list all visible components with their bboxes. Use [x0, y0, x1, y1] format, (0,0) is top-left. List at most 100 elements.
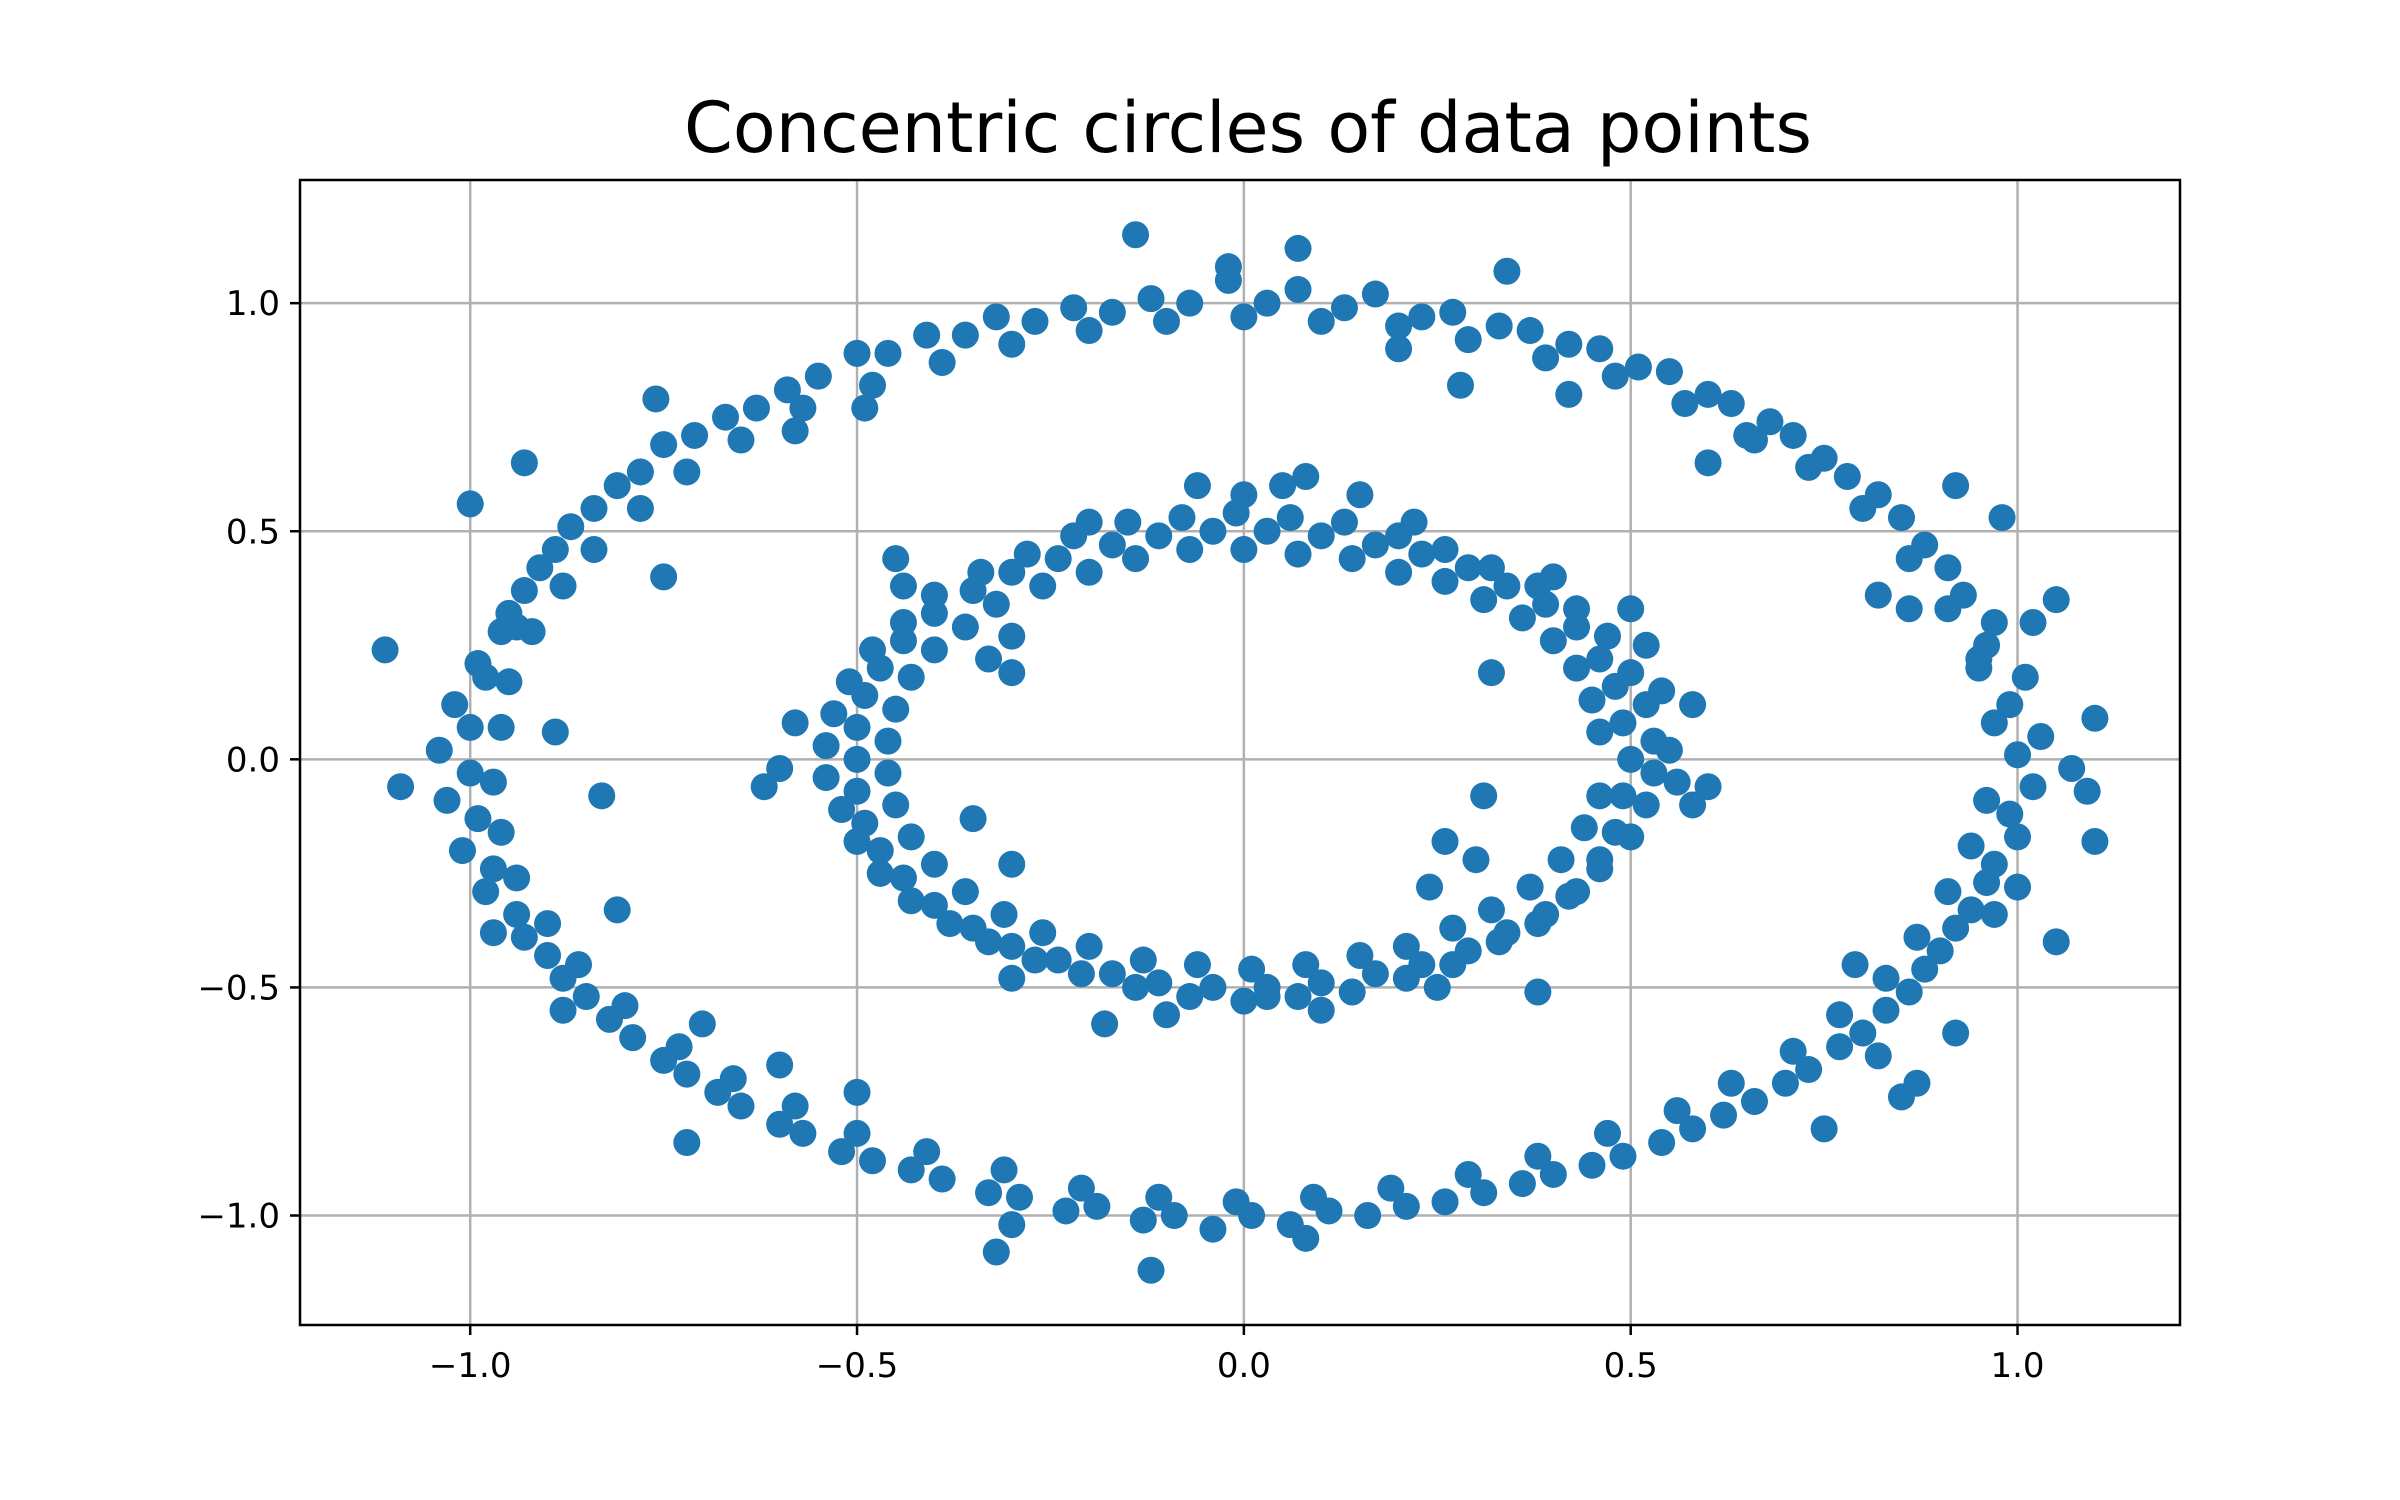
- data-point: [1679, 791, 1707, 819]
- data-point: [913, 1138, 941, 1166]
- data-point: [1578, 686, 1606, 714]
- data-point: [673, 458, 701, 486]
- data-point: [1446, 371, 1474, 399]
- data-point: [1214, 253, 1242, 281]
- data-point: [1771, 1069, 1799, 1097]
- data-point: [1137, 285, 1165, 313]
- data-point: [456, 713, 484, 741]
- data-point: [928, 1165, 956, 1193]
- data-point: [1091, 1010, 1119, 1038]
- data-point: [2019, 773, 2047, 801]
- data-point: [441, 691, 469, 719]
- data-point: [843, 339, 871, 367]
- data-point: [487, 818, 515, 846]
- data-point: [1493, 572, 1521, 600]
- data-point: [1176, 289, 1204, 317]
- data-point: [1717, 1069, 1745, 1097]
- data-point: [1980, 900, 2008, 928]
- data-point: [920, 891, 948, 919]
- data-point: [565, 951, 593, 979]
- data-point: [1887, 1083, 1915, 1111]
- data-point: [998, 1211, 1026, 1239]
- data-point: [541, 536, 569, 564]
- data-point: [1973, 786, 2001, 814]
- data-point: [1423, 973, 1451, 1001]
- data-point: [1524, 1142, 1552, 1170]
- x-tick-label: −0.5: [816, 1346, 899, 1386]
- data-point: [580, 494, 608, 522]
- data-point: [959, 805, 987, 833]
- data-point: [1903, 923, 1931, 951]
- data-point: [998, 622, 1026, 650]
- data-point: [712, 403, 740, 431]
- data-point: [998, 558, 1026, 586]
- data-point: [1477, 554, 1505, 582]
- data-point: [1477, 659, 1505, 687]
- data-point: [2042, 586, 2070, 614]
- data-point: [1454, 326, 1482, 354]
- data-point: [1593, 1119, 1621, 1147]
- data-point: [1330, 294, 1358, 322]
- data-point: [603, 896, 631, 924]
- data-point: [1083, 1192, 1111, 1220]
- data-point: [951, 878, 979, 906]
- data-point: [1516, 317, 1544, 345]
- data-point: [2004, 741, 2032, 769]
- data-point: [1160, 1202, 1188, 1230]
- data-point: [719, 1065, 747, 1093]
- data-point: [479, 855, 507, 883]
- data-point: [495, 668, 523, 696]
- data-point: [1841, 951, 1869, 979]
- data-point: [1075, 558, 1103, 586]
- data-point: [503, 864, 531, 892]
- data-point: [982, 1238, 1010, 1266]
- data-point: [1942, 1019, 1970, 1047]
- data-point: [843, 1119, 871, 1147]
- data-point: [642, 385, 670, 413]
- data-point: [2004, 873, 2032, 901]
- data-point: [750, 773, 778, 801]
- data-point: [1222, 1188, 1250, 1216]
- data-point: [1539, 1160, 1567, 1188]
- data-point: [534, 941, 562, 969]
- data-point: [1679, 1115, 1707, 1143]
- data-point: [1996, 800, 2024, 828]
- data-point: [1632, 631, 1660, 659]
- data-point: [1153, 307, 1181, 335]
- data-point: [1988, 504, 2016, 532]
- data-point: [1493, 257, 1521, 285]
- data-point: [773, 376, 801, 404]
- data-point: [1392, 964, 1420, 992]
- data-point: [982, 590, 1010, 618]
- data-point: [1292, 1224, 1320, 1252]
- data-point: [1346, 481, 1374, 509]
- data-point: [1454, 1160, 1482, 1188]
- data-point: [1539, 563, 1567, 591]
- data-point: [1694, 380, 1722, 408]
- x-tick-label: −1.0: [429, 1346, 512, 1386]
- data-point: [1013, 540, 1041, 568]
- data-point: [1276, 504, 1304, 532]
- data-point: [1826, 1001, 1854, 1029]
- data-point: [448, 837, 476, 865]
- data-point: [998, 964, 1026, 992]
- data-point: [936, 910, 964, 938]
- data-point: [742, 394, 770, 422]
- data-point: [541, 718, 569, 746]
- data-point: [897, 887, 925, 915]
- data-point: [1942, 472, 1970, 500]
- data-point: [1779, 1037, 1807, 1065]
- data-point: [2073, 777, 2101, 805]
- axes-frame: [298, 178, 2182, 1327]
- data-point: [975, 645, 1003, 673]
- data-point: [510, 577, 538, 605]
- data-point: [557, 513, 585, 541]
- data-point: [1377, 1174, 1405, 1202]
- data-point: [1516, 873, 1544, 901]
- data-point: [479, 768, 507, 796]
- data-point: [1307, 307, 1335, 335]
- data-point: [588, 782, 616, 810]
- data-point: [1044, 946, 1072, 974]
- data-point: [1230, 987, 1258, 1015]
- data-point: [1075, 932, 1103, 960]
